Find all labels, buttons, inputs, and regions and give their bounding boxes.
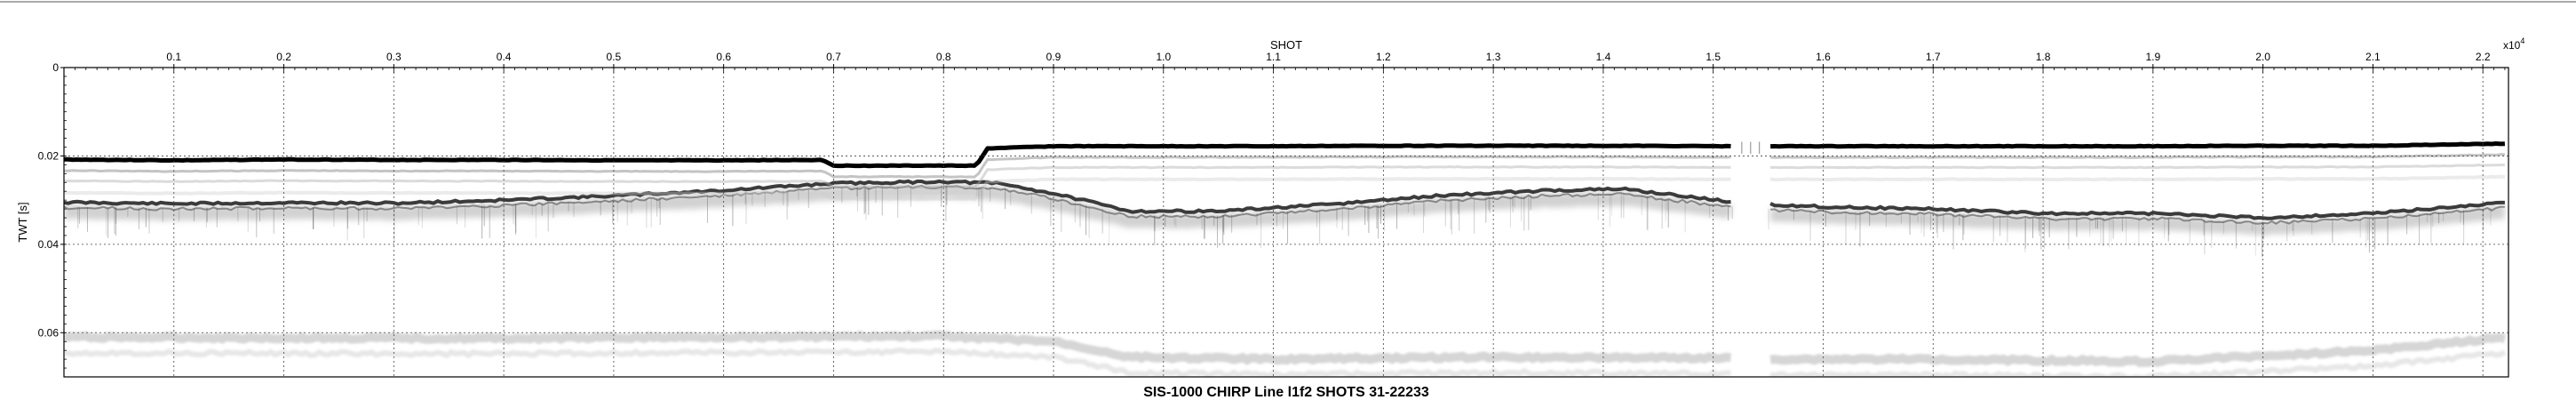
x-tick-label: 1.4 bbox=[1596, 51, 1611, 63]
x-tick-label: 2.1 bbox=[2365, 51, 2381, 63]
x-tick-label: 0.6 bbox=[716, 51, 731, 63]
deep-reflector bbox=[64, 330, 2506, 367]
x-tick-label: 0.4 bbox=[497, 51, 512, 63]
x-tick-label: 2.2 bbox=[2476, 51, 2491, 63]
plot-frame bbox=[63, 67, 2509, 378]
seafloor-ringing bbox=[64, 174, 2506, 202]
x-axis-multiplier: x104 bbox=[2503, 36, 2524, 52]
x-tick-label: 0.8 bbox=[936, 51, 951, 63]
seismic-image bbox=[64, 141, 2507, 377]
x-tick-label: 2.0 bbox=[2255, 51, 2270, 63]
seafloor-reflector bbox=[64, 141, 2506, 169]
x-axis-label: SHOT bbox=[1270, 38, 1302, 52]
x-tick-label: 0.1 bbox=[166, 51, 181, 63]
x-tick-label: 0.2 bbox=[276, 51, 291, 63]
y-axis-ticks: 0 0.02 0.04 0.06 bbox=[38, 61, 67, 378]
x-axis-multiplier-base: x10 bbox=[2503, 39, 2521, 52]
seafloor-ringing bbox=[64, 163, 2505, 189]
x-tick-label: 1.0 bbox=[1156, 51, 1171, 63]
subbottom-reflector-halo bbox=[64, 183, 2506, 236]
x-tick-label: 0.5 bbox=[607, 51, 622, 63]
x-axis-multiplier-exponent: 4 bbox=[2520, 36, 2524, 45]
y-tick-label: 0.04 bbox=[38, 238, 60, 251]
subbottom-reflector-texture bbox=[64, 184, 2505, 225]
x-tick-label: 1.2 bbox=[1376, 51, 1391, 63]
x-tick-label: 1.1 bbox=[1266, 51, 1281, 63]
x-tick-label: 1.9 bbox=[2145, 51, 2160, 63]
x-tick-label: 1.6 bbox=[1816, 51, 1831, 63]
y-axis-label: TWT [s] bbox=[16, 202, 29, 242]
y-tick-label: 0.02 bbox=[38, 149, 60, 162]
chart-title: SIS-1000 CHIRP Line l1f2 SHOTS 31-22233 bbox=[1143, 385, 1429, 400]
x-tick-label: 1.5 bbox=[1705, 51, 1721, 63]
deep-reflector-tail bbox=[64, 347, 2507, 377]
x-tick-label: 1.3 bbox=[1486, 51, 1501, 63]
subbottom-reflector bbox=[64, 179, 2505, 220]
y-tick-label: 0 bbox=[52, 61, 59, 74]
x-tick-label: 1.7 bbox=[1926, 51, 1941, 63]
y-tick-label: 0.06 bbox=[38, 326, 60, 339]
x-tick-label: 0.9 bbox=[1046, 51, 1061, 63]
grid-lines bbox=[64, 68, 2508, 377]
x-tick-label: 0.7 bbox=[826, 51, 841, 63]
seafloor-ringing bbox=[64, 153, 2505, 179]
x-tick-label: 1.8 bbox=[2036, 51, 2051, 63]
x-tick-label: 0.3 bbox=[386, 51, 402, 63]
x-axis-ticks: 0.1 0.2 0.3 0.4 0.5 0.6 0.7 0.8 0.9 1.0 1.1 1.2 1.3 1… bbox=[74, 51, 2506, 73]
